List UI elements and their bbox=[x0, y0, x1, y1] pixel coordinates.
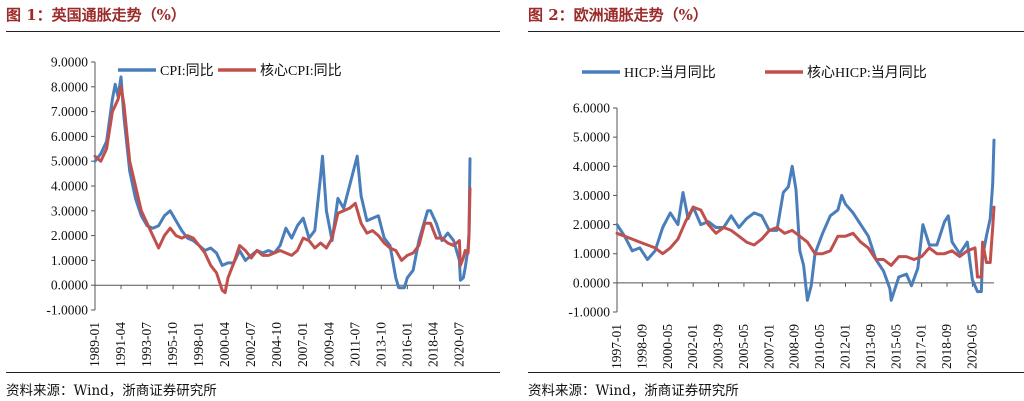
y-tick-label: 4.0000 bbox=[51, 179, 88, 194]
x-tick-label: 2004-10 bbox=[269, 322, 284, 367]
y-tick-label: 3.0000 bbox=[573, 188, 610, 203]
x-tick-label: 2002-01 bbox=[685, 324, 700, 369]
x-tick-label: 1995-10 bbox=[165, 322, 180, 367]
y-tick-label: -1.0000 bbox=[46, 303, 88, 318]
y-tick-label: 5.0000 bbox=[573, 130, 610, 145]
chart-title: 图 2：欧洲通胀走势（%） bbox=[528, 6, 708, 24]
x-tick-label: 2018-04 bbox=[425, 322, 440, 367]
y-tick-label: 8.0000 bbox=[51, 79, 88, 94]
x-tick-label: 1997-01 bbox=[609, 324, 624, 369]
y-tick-label: 6.0000 bbox=[573, 101, 610, 116]
x-tick-label: 1993-07 bbox=[139, 322, 154, 367]
y-tick-label: 6.0000 bbox=[51, 129, 88, 144]
x-tick-label: 1998-01 bbox=[191, 322, 206, 367]
x-tick-label: 1991-04 bbox=[113, 322, 128, 367]
x-tick-label: 2013-10 bbox=[373, 322, 388, 367]
series-line-1 bbox=[615, 205, 996, 279]
source-rule bbox=[528, 372, 1024, 373]
series-line-1 bbox=[93, 85, 472, 295]
x-tick-label: 2020-07 bbox=[451, 322, 466, 367]
y-tick-label: 2.0000 bbox=[51, 228, 88, 243]
eu-inflation-chart: -1.0000 0.0000 1.0000 2.0000 3.0000 4.0000 5.0… bbox=[568, 65, 996, 369]
series-line-0 bbox=[93, 75, 472, 290]
y-tick-label: 3.0000 bbox=[51, 203, 88, 218]
y-tick-label: 5.0000 bbox=[51, 154, 88, 169]
y-tick-label: 0.0000 bbox=[51, 278, 88, 293]
y-tick-label: 4.0000 bbox=[573, 159, 610, 174]
legend-label: HICP:当月同比 bbox=[624, 65, 716, 81]
x-tick-label: 2002-07 bbox=[243, 322, 258, 367]
x-tick-label: 2007-01 bbox=[761, 324, 776, 369]
x-tick-label: 1998-09 bbox=[634, 324, 649, 369]
x-tick-label: 1989-01 bbox=[87, 322, 102, 367]
legend-label: 核心CPI:同比 bbox=[260, 63, 342, 79]
y-tick-label: 0.0000 bbox=[573, 275, 610, 290]
title-rule bbox=[6, 31, 500, 32]
source-note: 资料来源：Wind，浙商证券研究所 bbox=[528, 383, 739, 399]
legend-label: CPI:同比 bbox=[160, 63, 214, 79]
chart-panel-eu-inflation: 图 2：欧洲通胀走势（%） -1.0000 0.0000 1.0000 2.0000 3… bbox=[522, 0, 1024, 401]
x-tick-label: 2008-09 bbox=[787, 324, 802, 369]
y-tick-label: -1.0000 bbox=[568, 305, 610, 320]
title-rule bbox=[528, 31, 1024, 32]
y-tick-label: 9.0000 bbox=[51, 55, 88, 70]
y-tick-label: 1.0000 bbox=[573, 246, 610, 261]
x-tick-label: 2009-04 bbox=[321, 322, 336, 367]
x-tick-label: 2015-05 bbox=[888, 324, 903, 369]
x-tick-label: 2011-07 bbox=[347, 322, 362, 367]
y-tick-label: 2.0000 bbox=[573, 217, 610, 232]
uk-inflation-chart: -1.0000 0.0000 1.0000 2.0000 3.0000 4.0000 5.0… bbox=[46, 55, 472, 367]
x-tick-label: 2003-09 bbox=[711, 324, 726, 369]
source-rule bbox=[6, 372, 500, 373]
x-tick-label: 2000-05 bbox=[660, 324, 675, 369]
x-tick-label: 2000-04 bbox=[217, 322, 232, 367]
legend-label: 核心HICP:当月同比 bbox=[807, 65, 927, 81]
y-tick-label: 7.0000 bbox=[51, 104, 88, 119]
x-tick-label: 2005-05 bbox=[736, 324, 751, 369]
x-tick-label: 2017-01 bbox=[914, 324, 929, 369]
y-tick-label: 1.0000 bbox=[51, 253, 88, 268]
x-tick-label: 2010-05 bbox=[812, 324, 827, 369]
x-tick-label: 2007-01 bbox=[295, 322, 310, 367]
x-tick-label: 2018-09 bbox=[939, 324, 954, 369]
series-line-0 bbox=[615, 138, 996, 302]
chart-title: 图 1：英国通胀走势（%） bbox=[6, 6, 186, 24]
source-note: 资料来源：Wind，浙商证券研究所 bbox=[6, 383, 217, 399]
x-tick-label: 2020-05 bbox=[964, 324, 979, 369]
x-tick-label: 2013-09 bbox=[863, 324, 878, 369]
x-tick-label: 2016-01 bbox=[399, 322, 414, 367]
chart-panel-uk-inflation: 图 1：英国通胀走势（%） -1.0000 0.0000 1.0000 2.0000 3… bbox=[0, 0, 500, 401]
x-tick-label: 2012-01 bbox=[837, 324, 852, 369]
